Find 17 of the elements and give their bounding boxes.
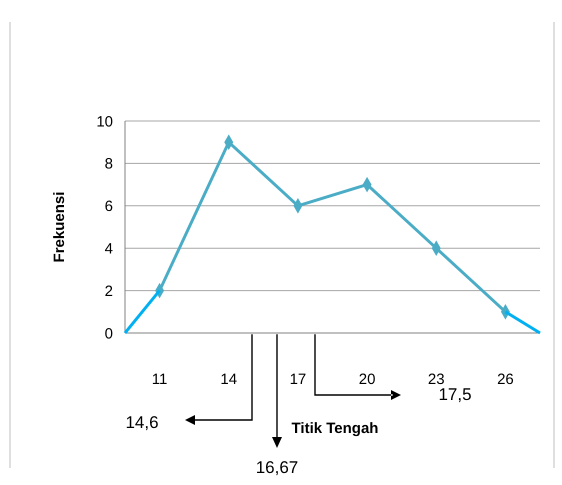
text: 17,5 bbox=[438, 385, 472, 404]
x-tick-label: 23 bbox=[428, 371, 445, 388]
y-tick-label: 0 bbox=[104, 325, 113, 342]
x-axis-title: Titik Tengah bbox=[292, 420, 378, 437]
y-axis-title: Frekuensi bbox=[51, 192, 68, 262]
x-tick-label: 14 bbox=[220, 371, 238, 388]
y-tick-label: 4 bbox=[104, 240, 113, 258]
x-tick-label: 11 bbox=[152, 371, 168, 388]
y-tick-label: 10 bbox=[96, 113, 113, 130]
x-tick-label: 20 bbox=[358, 371, 376, 388]
x-tick-label: 17 bbox=[290, 371, 306, 388]
text: 14,6 bbox=[125, 413, 159, 432]
y-tick-label: 6 bbox=[104, 198, 113, 216]
y-tick-label: 8 bbox=[104, 156, 113, 173]
y-tick-label: 2 bbox=[104, 282, 113, 300]
text: 16,67 bbox=[256, 458, 298, 477]
x-tick-label: 26 bbox=[497, 371, 514, 388]
